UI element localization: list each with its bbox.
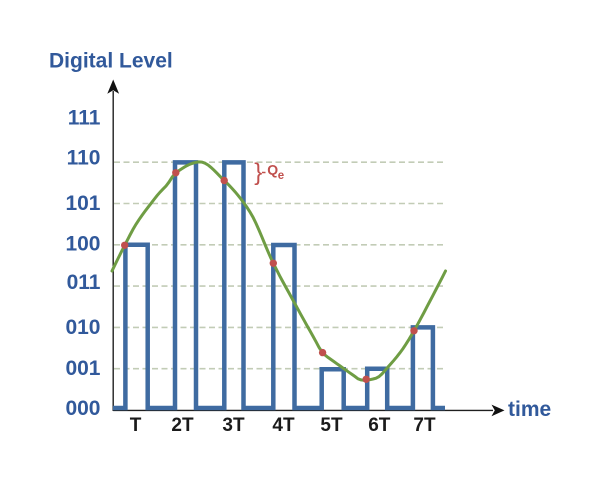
svg-text:6T: 6T: [368, 415, 391, 436]
svg-text:e: e: [278, 170, 284, 182]
svg-text:T: T: [130, 415, 142, 436]
svg-text:101: 101: [65, 192, 100, 215]
svg-text:001: 001: [65, 357, 100, 380]
svg-text:010: 010: [65, 316, 100, 339]
svg-text:110: 110: [67, 147, 101, 170]
svg-text:4T: 4T: [272, 415, 295, 436]
svg-text:111: 111: [68, 107, 101, 130]
svg-text:3T: 3T: [222, 415, 245, 436]
svg-text:}: }: [254, 159, 262, 186]
svg-text:2T: 2T: [171, 415, 194, 436]
svg-text:5T: 5T: [320, 415, 343, 436]
svg-text:Q: Q: [267, 161, 278, 177]
svg-text:Digital Level: Digital Level: [49, 50, 173, 73]
svg-text:100: 100: [65, 233, 100, 256]
svg-text:011: 011: [67, 271, 101, 294]
svg-text:000: 000: [65, 397, 100, 420]
svg-text:7T: 7T: [413, 415, 436, 436]
svg-text:time: time: [508, 398, 551, 421]
